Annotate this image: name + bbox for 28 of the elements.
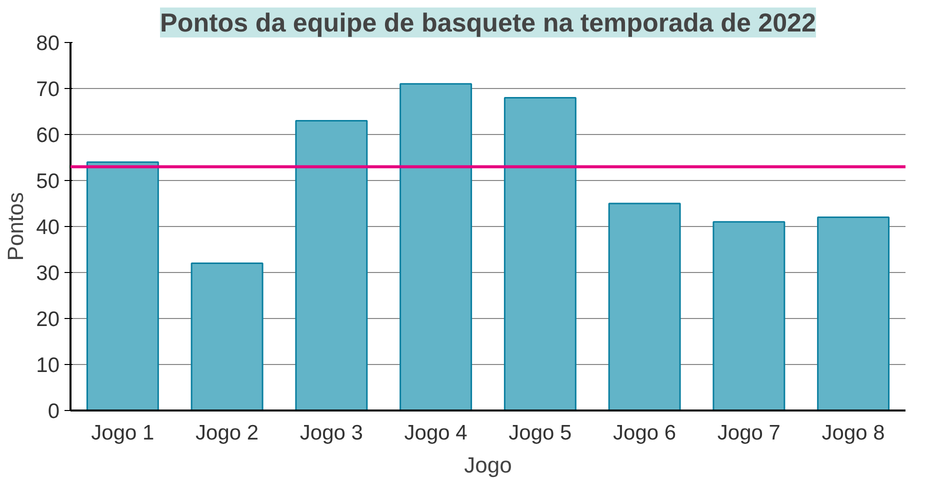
y-tick-label: 20 bbox=[36, 308, 60, 331]
y-tick-label: 50 bbox=[36, 170, 60, 193]
bar bbox=[295, 120, 368, 410]
chart-title: Pontos da equipe de basquete na temporada de 2022 bbox=[160, 8, 816, 38]
y-tick-label: 0 bbox=[48, 400, 60, 423]
y-tick-label: 30 bbox=[36, 262, 60, 285]
y-tick-label: 70 bbox=[36, 78, 60, 101]
x-tick-label: Jogo 1 bbox=[91, 422, 154, 444]
bar bbox=[712, 221, 786, 410]
y-tick-label: 10 bbox=[36, 354, 60, 377]
bar bbox=[400, 83, 472, 410]
y-axis-title: Pontos bbox=[3, 192, 28, 261]
x-tick-label: Jogo 8 bbox=[822, 422, 885, 444]
y-tick-label: 40 bbox=[36, 216, 60, 239]
bar bbox=[504, 96, 576, 410]
bar bbox=[817, 216, 890, 410]
x-axis-title: Jogo bbox=[464, 452, 512, 478]
x-tick-label: Jogo 3 bbox=[300, 422, 363, 444]
bar bbox=[86, 161, 159, 410]
x-tick-label: Jogo 2 bbox=[196, 422, 259, 444]
x-tick-label: Jogo 4 bbox=[404, 422, 468, 444]
y-tick-label: 60 bbox=[36, 124, 60, 147]
bar bbox=[190, 262, 264, 410]
x-tick-label: Jogo 5 bbox=[508, 422, 572, 444]
y-tick-label: 80 bbox=[36, 32, 60, 55]
bar bbox=[608, 202, 681, 410]
x-tick-label: Jogo 6 bbox=[613, 422, 676, 444]
x-tick-label: Jogo 7 bbox=[717, 422, 780, 444]
